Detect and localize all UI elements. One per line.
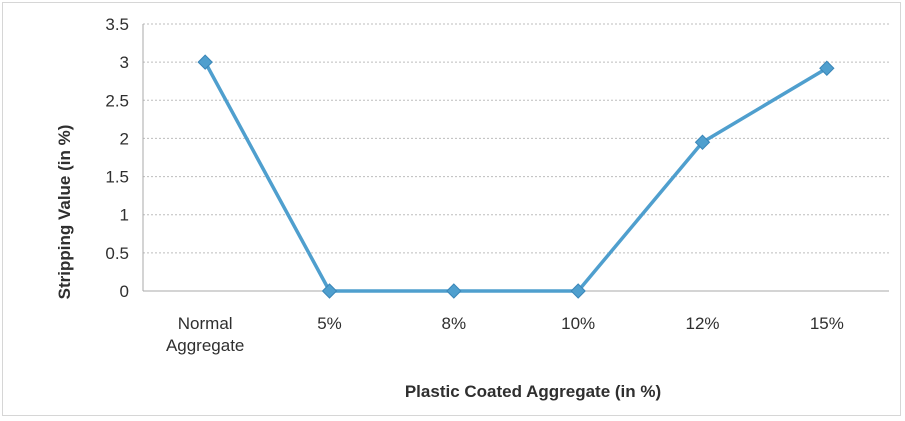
y-tick-label: 3 bbox=[120, 53, 129, 72]
axes bbox=[142, 24, 889, 292]
data-point-marker bbox=[321, 283, 338, 299]
y-tick-label: 1 bbox=[120, 206, 129, 225]
y-tick-label: 0.5 bbox=[105, 244, 129, 263]
data-point-marker bbox=[819, 60, 835, 76]
x-tick-label: 15% bbox=[810, 314, 844, 333]
data-point-marker bbox=[570, 283, 586, 299]
data-point-marker bbox=[446, 283, 462, 299]
y-axis-title: Stripping Value (in %) bbox=[55, 125, 74, 300]
x-tick-label: 10% bbox=[561, 314, 595, 333]
y-axis-ticks: 0 0.5 1 1.5 2 2.5 3 3.5 bbox=[105, 15, 129, 301]
x-axis-title: Plastic Coated Aggregate (in %) bbox=[405, 382, 661, 401]
y-tick-label: 2 bbox=[120, 129, 129, 148]
x-tick-label: 12% bbox=[685, 314, 719, 333]
x-tick-label: Normal Aggregate bbox=[166, 314, 244, 355]
y-tick-label: 2.5 bbox=[105, 91, 129, 110]
data-point-marker bbox=[694, 134, 711, 150]
y-tick-label: 0 bbox=[120, 282, 129, 301]
x-tick-label: 5% bbox=[317, 314, 342, 333]
chart-frame bbox=[2, 2, 901, 416]
gridlines bbox=[143, 23, 889, 254]
data-point-marker bbox=[197, 54, 213, 70]
y-tick-label: 3.5 bbox=[105, 15, 129, 34]
x-axis-ticks: Normal Aggregate 5% 8% 10% 12% 15% bbox=[166, 314, 844, 355]
x-tick-label: 8% bbox=[442, 314, 467, 333]
series-layer bbox=[197, 54, 835, 299]
series-line bbox=[203, 61, 828, 293]
y-tick-label: 1.5 bbox=[105, 168, 129, 187]
